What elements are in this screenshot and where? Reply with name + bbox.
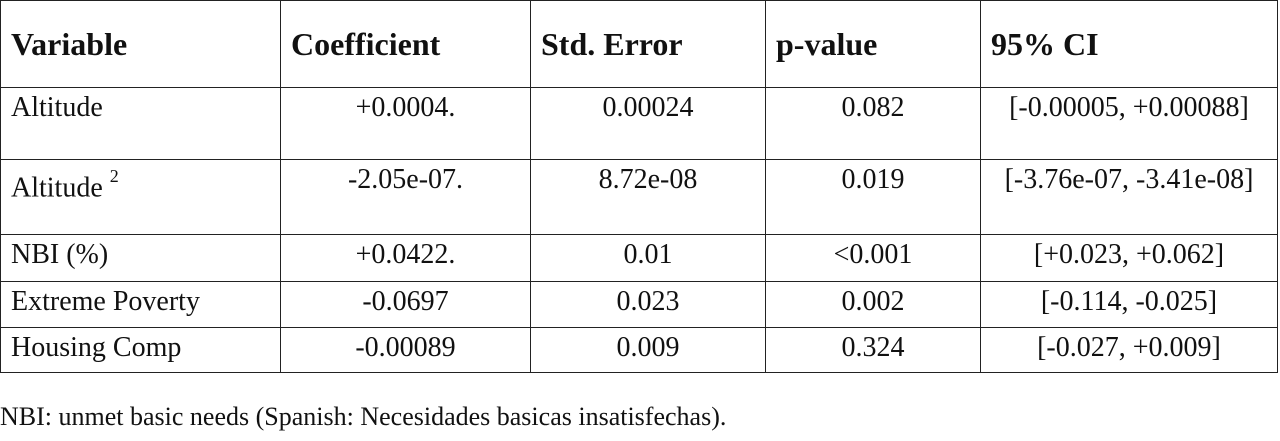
variable-name: Altitude [11,92,103,123]
value-cell: -2.05e-07. [280,159,531,235]
value-cell: [+0.023, +0.062] [980,234,1278,282]
header-row: Variable Coefficient Std. Error p-value 95% … [0,0,1278,88]
value-cell: [-0.00005, +0.00088] [980,87,1278,160]
value-cell: +0.0422. [280,234,531,282]
table-row: Altitude 2 -2.05e-07. 8.72e-08 0.019 [-3.76e… [0,159,1278,235]
value-cell: 0.002 [765,281,981,328]
header-cell: Std. Error [530,0,766,88]
value-cell: [-0.027, +0.009] [980,327,1278,373]
variable-name: Housing Comp [11,332,182,363]
footnote: NBI: unmet basic needs (Spanish: Necesid… [0,402,727,431]
value-cell: 0.009 [530,327,766,373]
value-cell: 0.00024 [530,87,766,160]
value-cell: <0.001 [765,234,981,282]
value-cell: 0.01 [530,234,766,282]
value-cell: +0.0004. [280,87,531,160]
header-cell: Coefficient [280,0,531,88]
value-cell: 0.324 [765,327,981,373]
superscript: 2 [109,166,119,186]
header-cell: p-value [765,0,981,88]
header-cell: Variable [0,0,281,88]
value-cell: [-0.114, -0.025] [980,281,1278,328]
variable-cell: Altitude 2 [0,159,281,235]
value-cell: [-3.76e-07, -3.41e-08] [980,159,1278,235]
header-cell: 95% CI [980,0,1278,88]
value-cell: 0.023 [530,281,766,328]
variable-name: NBI (%) [11,239,109,270]
value-cell: -0.0697 [280,281,531,328]
value-cell: 0.019 [765,159,981,235]
value-cell: -0.00089 [280,327,531,373]
variable-name: Altitude [11,172,103,204]
table-body: Altitude +0.0004. 0.00024 0.082 [-0.00005, +… [0,87,1278,373]
value-cell: 8.72e-08 [530,159,766,235]
table-row: Altitude +0.0004. 0.00024 0.082 [-0.00005, +… [0,87,1278,160]
table-row: NBI (%) +0.0422. 0.01 <0.001 [+0.023, +0.062… [0,234,1278,282]
variable-cell: NBI (%) [0,234,281,282]
variable-cell: Extreme Poverty [0,281,281,328]
value-cell: 0.082 [765,87,981,160]
table-row: Extreme Poverty -0.0697 0.023 0.002 [-0.114,… [0,281,1278,328]
variable-name: Extreme Poverty [11,286,200,317]
table-row: Housing Comp -0.00089 0.009 0.324 [-0.027, +… [0,327,1278,373]
variable-cell: Housing Comp [0,327,281,373]
regression-table: Variable Coefficient Std. Error p-value 95% … [0,0,1278,373]
variable-cell: Altitude [0,87,281,160]
